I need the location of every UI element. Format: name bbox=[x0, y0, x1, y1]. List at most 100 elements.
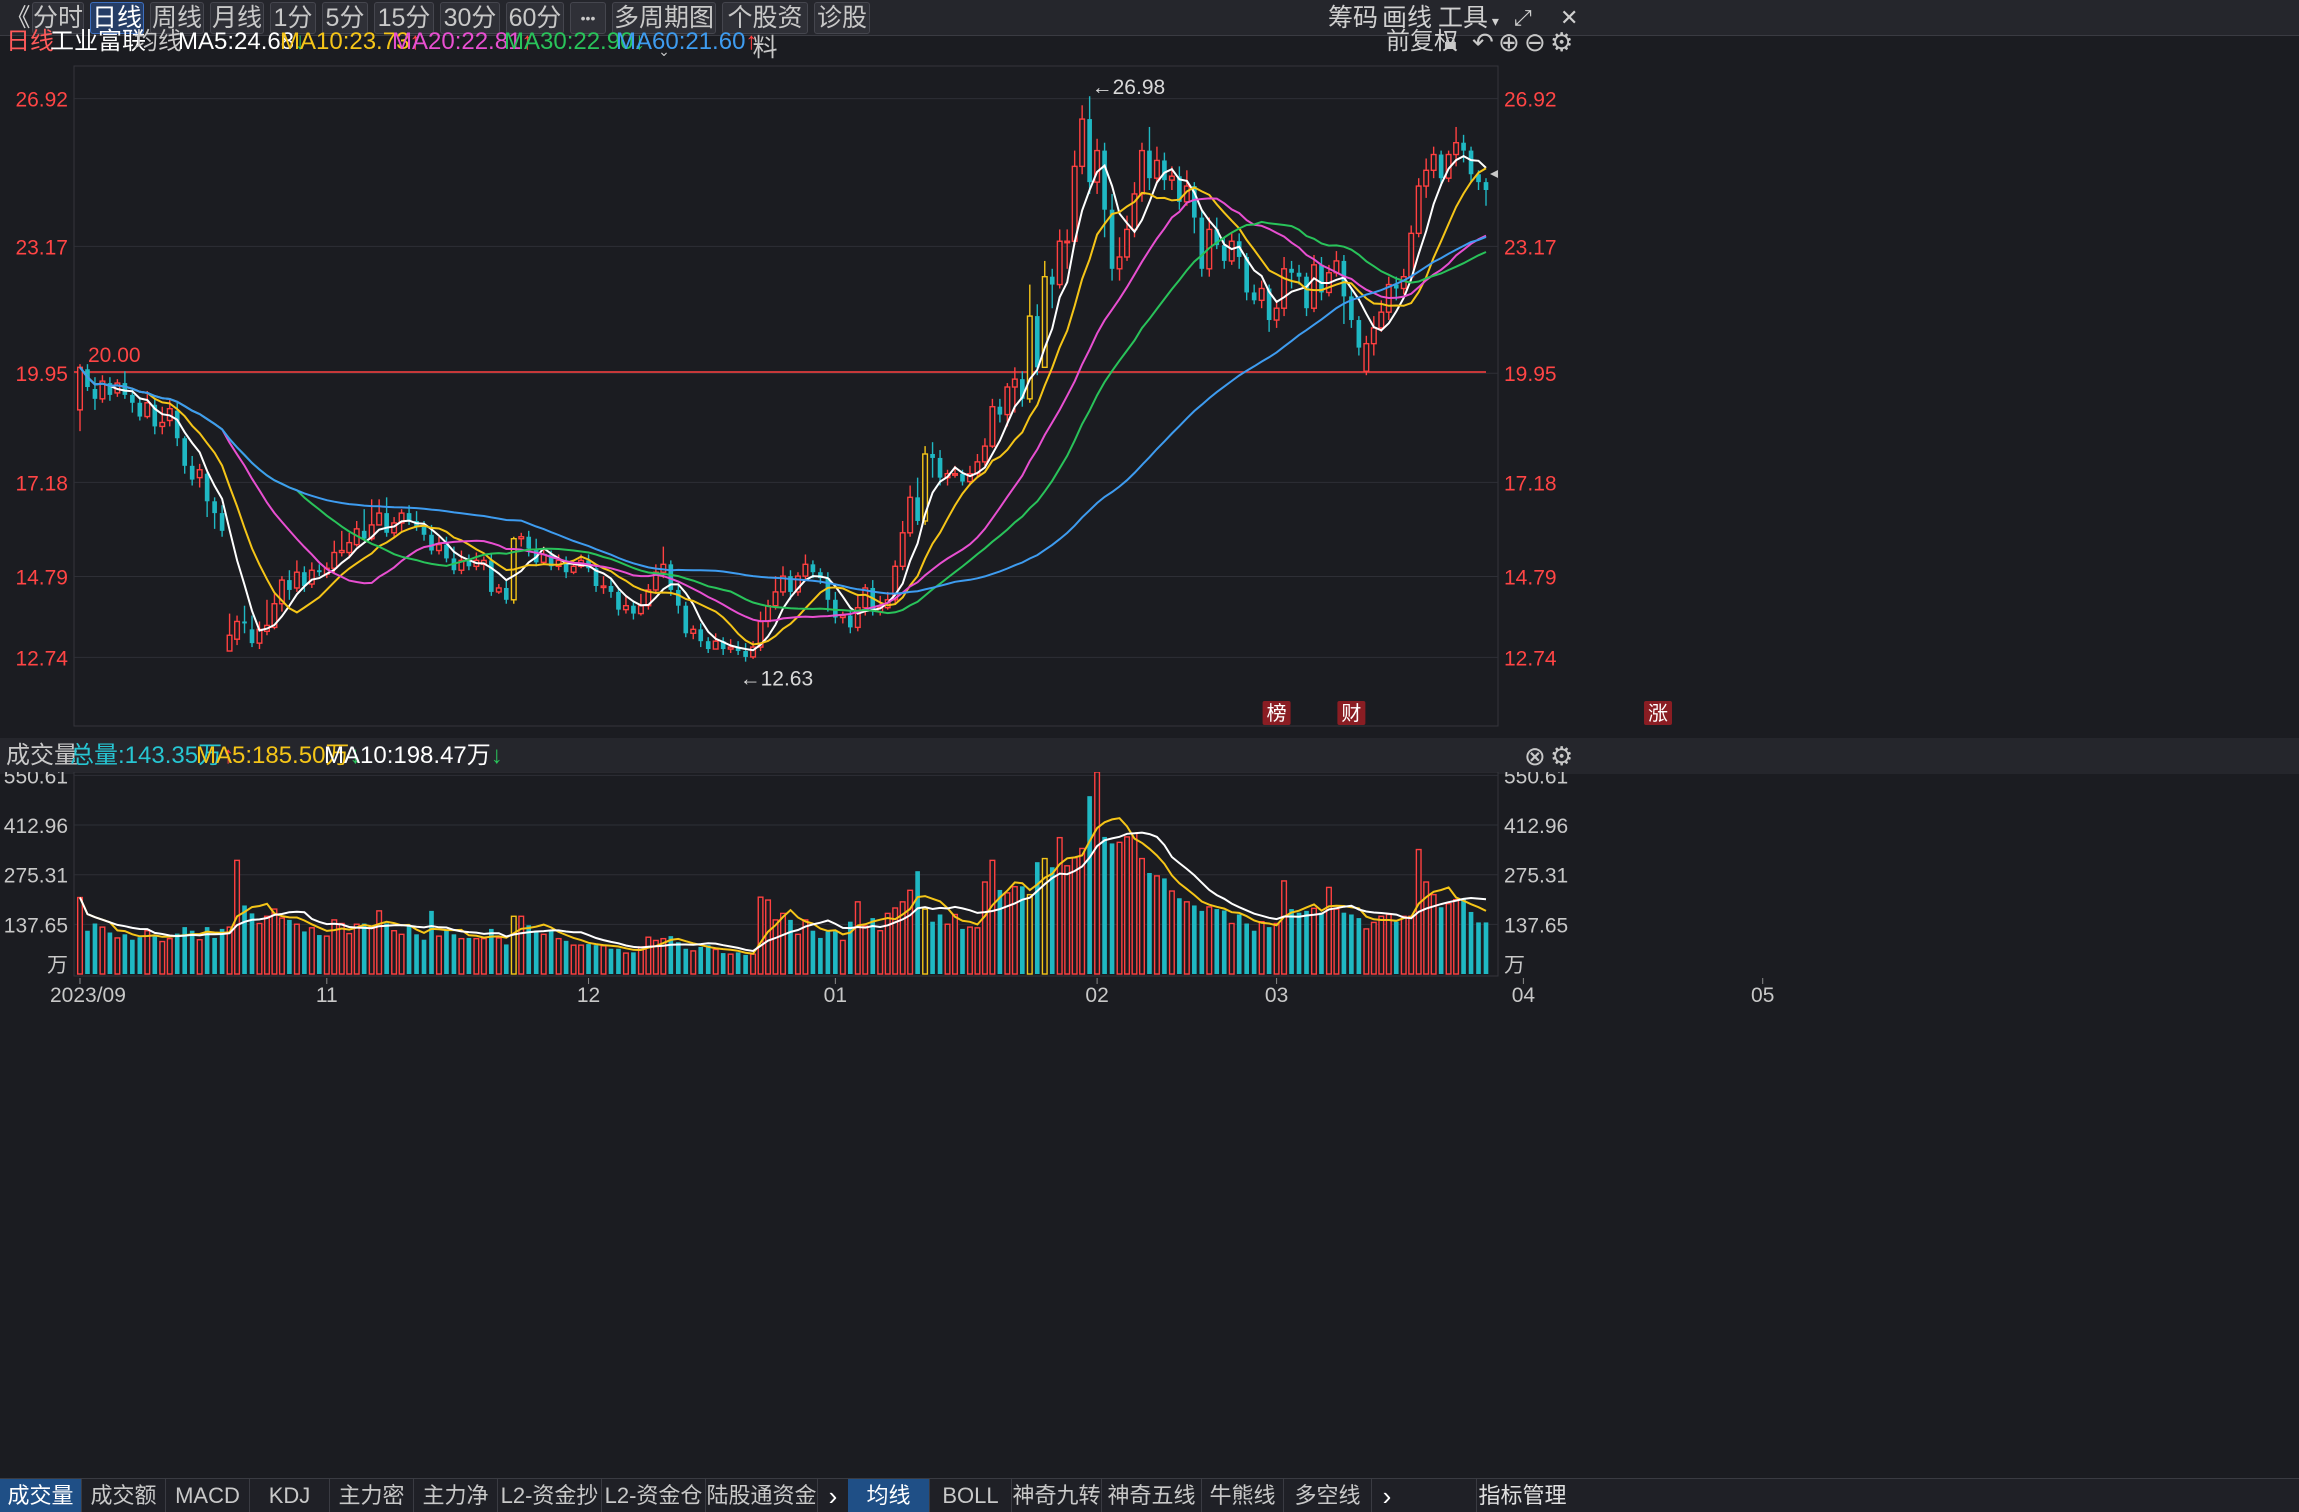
close-icon[interactable]: ✕ bbox=[1560, 5, 1579, 30]
tools-button[interactable]: 工具 ▾ bbox=[1438, 2, 1499, 34]
candle-body bbox=[1251, 292, 1257, 301]
trend-arrow-icon: ↓ bbox=[349, 742, 362, 769]
volume-bar bbox=[1020, 886, 1025, 974]
indicator-tab[interactable]: 成交额 bbox=[82, 1479, 166, 1512]
stock-info-button[interactable]: 个股资料 bbox=[722, 2, 808, 62]
volume-tick-label-right: 550.61 bbox=[1504, 772, 1568, 788]
volume-bar bbox=[308, 927, 315, 975]
zoom-in-icon[interactable]: ⊕ bbox=[1498, 27, 1520, 57]
price-chart[interactable]: 26.92 26.92 23.17 23.17 19.95 19.95 17.18 17.18… bbox=[0, 52, 2299, 738]
volume-bar bbox=[997, 889, 1003, 974]
volume-bar bbox=[907, 889, 914, 975]
indicator-tab[interactable]: 成交量 bbox=[0, 1479, 82, 1512]
overlay-tab[interactable]: 神奇九转 bbox=[1012, 1479, 1102, 1512]
candle-body bbox=[1094, 149, 1101, 183]
tab-fenshi[interactable]: 分时 bbox=[32, 2, 84, 34]
volume-bar bbox=[1461, 898, 1466, 974]
current-price-pointer-icon bbox=[1490, 170, 1498, 178]
volume-bar bbox=[735, 952, 741, 974]
candle-body bbox=[144, 402, 151, 418]
adjust-label[interactable]: 前复权 bbox=[1386, 28, 1458, 55]
tab-monthly[interactable]: 月线 bbox=[210, 2, 264, 34]
panel-settings-icon[interactable]: ⚙ bbox=[1550, 741, 1574, 771]
more-icon[interactable]: ••• bbox=[570, 2, 606, 34]
diagnose-button[interactable]: 诊股 bbox=[814, 2, 870, 34]
volume-bar bbox=[645, 936, 652, 975]
volume-bar bbox=[675, 942, 681, 974]
candle-body bbox=[833, 599, 838, 618]
overlay-tab[interactable]: 牛熊线 bbox=[1202, 1479, 1284, 1512]
y-tick-label-left: 17.18 bbox=[15, 472, 68, 495]
tab-1min[interactable]: 1分 bbox=[270, 2, 316, 34]
draw-button[interactable]: 画线 bbox=[1382, 4, 1433, 32]
close-panel-icon[interactable]: ⊗ bbox=[1524, 741, 1546, 771]
volume-bar bbox=[1236, 914, 1242, 974]
volume-bar bbox=[1034, 862, 1040, 974]
back-icon[interactable]: 《 bbox=[5, 4, 31, 32]
volume-bar bbox=[981, 881, 988, 975]
zoom-out-icon[interactable]: ⊖ bbox=[1524, 27, 1546, 57]
tab-daily[interactable]: 日线 bbox=[90, 2, 144, 34]
settings-icon[interactable]: ⚙ bbox=[1550, 27, 1574, 57]
multi-period-button[interactable]: 多周期图 ⌄ bbox=[612, 2, 716, 59]
volume-label[interactable]: 成交量 bbox=[6, 742, 78, 769]
volume-bar bbox=[1304, 910, 1309, 974]
ma-label[interactable]: 均线 bbox=[134, 28, 182, 55]
event-marker-badge bbox=[1337, 701, 1366, 725]
volume-bar bbox=[1177, 898, 1182, 974]
candle-body bbox=[338, 549, 345, 554]
candle-body bbox=[122, 383, 128, 395]
volume-bar bbox=[1251, 930, 1257, 974]
chevron-right-icon[interactable]: › bbox=[828, 1481, 838, 1511]
indicator-tab[interactable]: 陆股通资金 bbox=[706, 1479, 818, 1512]
fullscreen-icon[interactable]: ⤢ bbox=[1514, 5, 1532, 30]
candle-body bbox=[989, 406, 996, 447]
indicator-manage-button[interactable]: 指标管理 bbox=[1476, 1479, 1568, 1512]
tab-60min[interactable]: 60分 bbox=[506, 2, 564, 34]
volume-bar bbox=[1071, 857, 1078, 975]
volume-bar bbox=[510, 915, 517, 975]
indicator-tab[interactable]: 主力净额 bbox=[414, 1479, 498, 1512]
indicator-tab[interactable]: L2-资金仓位 bbox=[602, 1479, 706, 1512]
trend-arrow-icon: ↑ bbox=[745, 28, 758, 55]
volume-legend-bar bbox=[0, 738, 2299, 774]
volume-bar bbox=[870, 918, 876, 974]
tab-15min[interactable]: 15分 bbox=[374, 2, 434, 34]
date-axis: 2023/09 11 12 01 02 03 04 05 bbox=[50, 978, 1774, 1007]
candle-body bbox=[1461, 142, 1466, 151]
y-tick-label-right: 19.95 bbox=[1504, 363, 1557, 386]
candle-body bbox=[966, 473, 973, 483]
candle-body bbox=[526, 536, 532, 549]
volume-bar bbox=[287, 919, 292, 974]
lock-icon[interactable]: 🔒︎ bbox=[1444, 28, 1457, 55]
volume-chart[interactable]: 550.61 550.61 412.96 412.96 275.31 275.31 137.… bbox=[0, 772, 2299, 978]
overlay-tab[interactable]: 神奇五线谱 bbox=[1102, 1479, 1202, 1512]
volume-bar bbox=[1094, 772, 1101, 975]
overlay-tab[interactable]: 均线 bbox=[848, 1479, 930, 1512]
indicator-tab[interactable]: KDJ bbox=[250, 1479, 330, 1512]
tab-30min[interactable]: 30分 bbox=[440, 2, 500, 34]
volume-bar bbox=[159, 940, 166, 975]
volume-bar bbox=[130, 939, 135, 974]
tab-5min[interactable]: 5分 bbox=[322, 2, 368, 34]
candle-body bbox=[1310, 264, 1318, 309]
candle-body bbox=[1289, 268, 1294, 273]
candle-body bbox=[1071, 165, 1078, 242]
overlay-tab[interactable]: 多空线 bbox=[1284, 1479, 1372, 1512]
indicator-tab[interactable]: 主力密码 bbox=[330, 1479, 414, 1512]
overlay-tab[interactable]: BOLL bbox=[930, 1479, 1012, 1512]
candle-body bbox=[1304, 276, 1309, 309]
volume-bar bbox=[1087, 796, 1092, 974]
stock-name: 工业富联 bbox=[50, 28, 146, 55]
indicator-tab[interactable]: MACD bbox=[166, 1479, 250, 1512]
volume-bar bbox=[637, 946, 644, 975]
undo-icon[interactable]: ↶ bbox=[1472, 27, 1494, 57]
chips-button[interactable]: 筹码 bbox=[1328, 4, 1379, 32]
candle-body bbox=[196, 469, 203, 479]
volume-bar bbox=[802, 919, 809, 975]
volume-bar bbox=[1281, 880, 1288, 975]
tab-weekly[interactable]: 周线 bbox=[150, 2, 204, 34]
candle-body bbox=[182, 438, 188, 466]
indicator-tab[interactable]: L2-资金抄底 bbox=[498, 1479, 602, 1512]
chevron-right-icon[interactable]: › bbox=[1382, 1481, 1392, 1511]
